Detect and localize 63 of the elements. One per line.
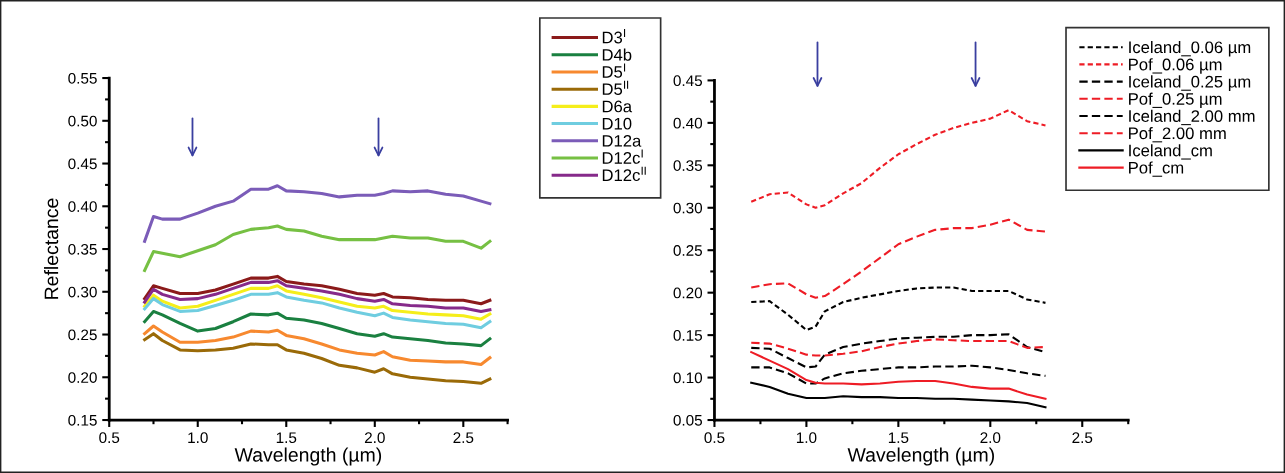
- legend-label: D12c$^{I}$: [602, 149, 643, 164]
- y-tick-label: 0.50: [68, 115, 97, 127]
- y-tick-label: 0.20: [673, 287, 703, 299]
- legend-label: Pof_0.06 µm: [1129, 58, 1222, 74]
- legend-label: Iceland_0.06 µm: [1129, 40, 1251, 57]
- line-series: [143, 332, 492, 385]
- y-axis-title: Reflectance: [44, 198, 59, 299]
- y-tick-label: 0.35: [68, 243, 97, 255]
- y-tick-label: 0.15: [68, 414, 97, 426]
- line-series: [143, 224, 492, 272]
- line-series: [143, 291, 492, 330]
- y-tick-label: 0.20: [68, 372, 97, 383]
- y-tick-label: 0.40: [673, 117, 703, 129]
- y-tick-label: 0.15: [673, 329, 703, 341]
- x-tick-label: 2.5: [1072, 432, 1093, 444]
- y-tick-label: 0.25: [68, 329, 97, 341]
- y-tick-label: 0.40: [68, 201, 97, 212]
- y-tick-label: 0.30: [68, 286, 97, 298]
- line-series: [750, 381, 1047, 409]
- line-series: [143, 284, 492, 321]
- x-axis-title: Wavelength (µm): [847, 447, 994, 466]
- y-tick-label: 0.30: [673, 202, 703, 214]
- y-tick-label: 0.55: [68, 72, 97, 84]
- legend-label: Iceland_0.25 µm: [1129, 75, 1251, 91]
- x-tick-label: 1.5: [276, 432, 297, 444]
- legend-label: Pof_2.00 mm: [1129, 126, 1226, 143]
- y-tick-label: 0.45: [68, 158, 97, 170]
- legend-label: D10: [602, 117, 632, 130]
- legend-label: Iceland_2.00 mm: [1129, 109, 1255, 126]
- y-tick-label: 0.05: [673, 414, 703, 426]
- line-series: [750, 351, 1047, 400]
- legend-label: D3$^{I}$: [602, 29, 626, 44]
- x-tick-label: 1.0: [188, 432, 208, 444]
- y-tick-label: 0.45: [673, 75, 703, 87]
- y-tick-label: 0.25: [673, 245, 703, 256]
- legend-label: D4b: [602, 48, 632, 61]
- line-series: [750, 218, 1047, 299]
- x-tick-label: 2.5: [453, 432, 474, 444]
- x-tick-label: 2.0: [980, 432, 1001, 444]
- line-series: [143, 309, 492, 348]
- legend-label: Iceland_cm: [1129, 144, 1212, 160]
- legend-label: D5$^{II}$: [602, 80, 629, 96]
- line-series: [750, 109, 1047, 209]
- y-tick-label: 0.35: [673, 160, 703, 171]
- line-series: [750, 286, 1047, 332]
- legend-label: D12a: [602, 134, 642, 147]
- x-axis-title: Wavelength (µm): [234, 447, 382, 466]
- x-tick-label: 1.0: [796, 432, 817, 444]
- legend-label: D5$^{I}$: [602, 63, 626, 78]
- x-tick-label: 2.0: [364, 432, 385, 444]
- x-tick-label: 1.5: [888, 432, 909, 444]
- y-tick-label: 0.10: [673, 372, 703, 384]
- legend-label: D6a: [602, 100, 633, 113]
- line-series: [143, 324, 492, 366]
- legend-label: Pof_cm: [1129, 161, 1184, 177]
- line-series: [750, 364, 1047, 385]
- line-series: [143, 279, 492, 313]
- line-series: [143, 184, 492, 243]
- line-series: [143, 274, 492, 306]
- x-tick-label: 0.5: [704, 432, 725, 444]
- legend-label: Pof_0.25 µm: [1129, 92, 1222, 109]
- x-tick-label: 0.5: [99, 432, 120, 444]
- legend-label: D12c$^{II}$: [602, 166, 646, 182]
